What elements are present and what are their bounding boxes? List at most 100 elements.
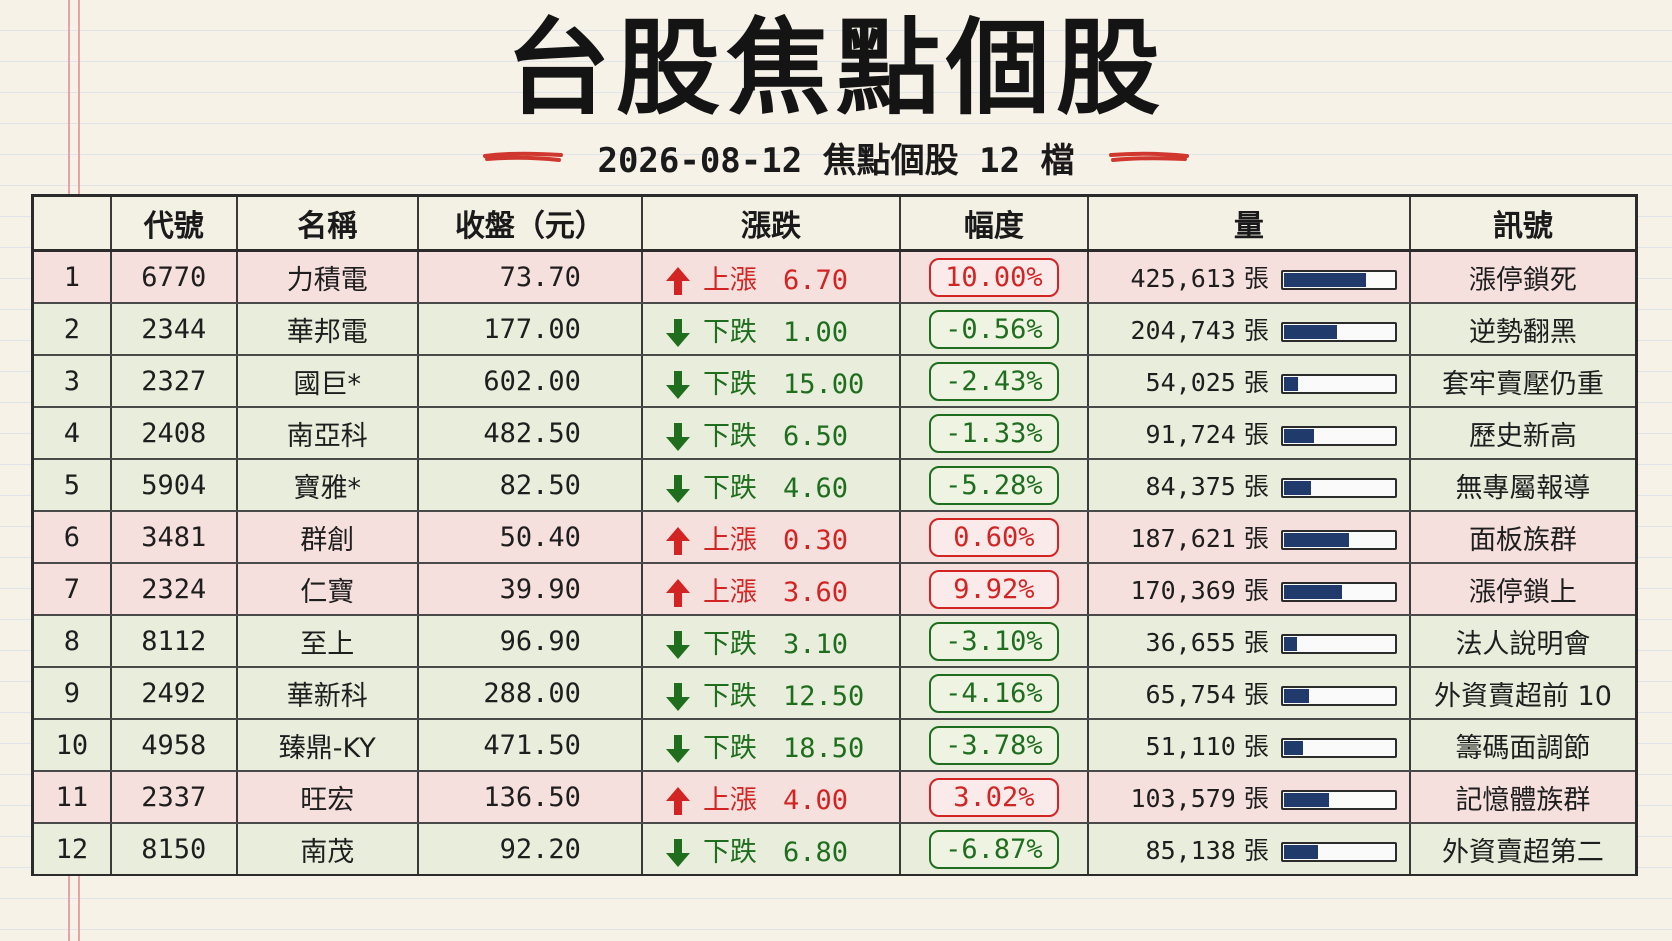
rank-cell: 8 [34,615,112,668]
volume-cell: 65,754 張 [1087,667,1411,720]
close-cell: 136.50 [417,771,643,824]
pct-cell: 10.00% [900,250,1089,304]
code-cell: 2344 [110,303,238,356]
volume-bar [1280,737,1397,758]
change-direction-label: 上漲 [702,784,757,816]
volume-bar [1280,581,1397,602]
header-code: 代號 [110,197,238,252]
volume-value: 187,621 [1130,524,1236,553]
signal-cell: 法人說明會 [1409,615,1635,668]
pct-cell: -3.10% [900,615,1089,668]
close-cell: 73.70 [417,250,643,304]
signal-cell: 漲停鎖上 [1409,563,1635,616]
volume-value: 85,138 [1145,836,1236,865]
volume-bar [1280,477,1397,498]
name-cell: 力積電 [236,250,419,304]
change-direction-label: 下跌 [702,472,757,504]
volume-bar [1280,841,1397,862]
rank-cell: 7 [34,563,112,616]
code-cell: 4958 [110,719,238,772]
signal-cell: 面板族群 [1409,511,1635,564]
pct-badge: -4.16% [928,673,1059,713]
volume-value: 91,724 [1145,420,1236,449]
close-cell: 82.50 [417,459,643,512]
table-row: 4 2408 南亞科 482.50 下跌 6.50 -1.33% 91,724 張 … [34,407,1635,460]
name-cell: 寶雅* [236,459,419,512]
table-row: 11 2337 旺宏 136.50 上漲 4.00 3.02% 103,579 張 … [34,771,1635,824]
pct-cell: -0.56% [900,303,1089,356]
change-value: 6.80 [782,836,848,868]
volume-value: 54,025 [1145,368,1236,397]
signal-cell: 套牢賣壓仍重 [1409,355,1635,408]
close-cell: 482.50 [417,407,643,460]
rank-cell: 5 [34,459,112,512]
arrow-down-icon [665,683,690,711]
pct-cell: 0.60% [900,511,1089,564]
volume-cell: 425,613 張 [1087,250,1411,304]
code-cell: 2337 [110,771,238,824]
table-row: 5 5904 寶雅* 82.50 下跌 4.60 -5.28% 84,375 張 無… [34,459,1635,512]
pct-badge: 9.92% [928,569,1059,609]
change-cell: 上漲 3.60 [641,563,902,616]
header-rank [34,197,112,252]
rank-cell: 2 [34,303,112,356]
pct-cell: -4.16% [900,667,1089,720]
volume-unit: 張 [1243,784,1269,813]
change-cell: 下跌 18.50 [641,719,902,772]
signal-cell: 記憶體族群 [1409,771,1635,824]
table-row: 6 3481 群創 50.40 上漲 0.30 0.60% 187,621 張 面板… [34,511,1635,564]
rank-cell: 9 [34,667,112,720]
rank-cell: 10 [34,719,112,772]
change-value: 1.00 [782,316,848,348]
volume-bar-fill [1283,636,1298,651]
pct-cell: 3.02% [900,771,1089,824]
name-cell: 仁寶 [236,563,419,616]
table-header-row: 代號 名稱 收盤（元） 漲跌 幅度 量 訊號 [34,197,1635,252]
rank-cell: 12 [34,823,112,874]
volume-value: 36,655 [1145,628,1236,657]
name-cell: 南亞科 [236,407,419,460]
change-cell: 下跌 12.50 [641,667,902,720]
signal-cell: 無專屬報導 [1409,459,1635,512]
table-row: 2 2344 華邦電 177.00 下跌 1.00 -0.56% 204,743 張… [34,303,1635,356]
volume-cell: 36,655 張 [1087,615,1411,668]
name-cell: 至上 [236,615,419,668]
code-cell: 2327 [110,355,238,408]
volume-unit: 張 [1243,524,1269,553]
change-value: 18.50 [782,732,865,764]
rank-cell: 3 [34,355,112,408]
volume-bar [1280,633,1397,654]
volume-bar-fill [1283,740,1303,755]
volume-bar-fill [1283,376,1299,391]
change-direction-label: 上漲 [702,264,757,296]
change-cell: 下跌 6.80 [641,823,902,874]
close-cell: 602.00 [417,355,643,408]
signal-cell: 籌碼面調節 [1409,719,1635,772]
change-cell: 下跌 15.00 [641,355,902,408]
change-cell: 上漲 4.00 [641,771,902,824]
close-cell: 96.90 [417,615,643,668]
change-cell: 上漲 0.30 [641,511,902,564]
volume-cell: 103,579 張 [1087,771,1411,824]
header-signal: 訊號 [1409,197,1635,252]
code-cell: 8150 [110,823,238,874]
close-cell: 50.40 [417,511,643,564]
arrow-down-icon [665,423,690,451]
pct-cell: 9.92% [900,563,1089,616]
change-direction-label: 下跌 [702,368,757,400]
volume-bar [1280,321,1397,342]
volume-bar-fill [1283,324,1337,339]
arrow-down-icon [665,371,690,399]
pct-cell: -5.28% [900,459,1089,512]
volume-value: 65,754 [1145,680,1236,709]
change-value: 4.00 [782,784,848,816]
table-row: 9 2492 華新科 288.00 下跌 12.50 -4.16% 65,754 張… [34,667,1635,720]
pct-badge: -2.43% [928,361,1059,401]
volume-bar [1280,685,1397,706]
code-cell: 2324 [110,563,238,616]
subtitle: 2026-08-12 焦點個股 12 檔 [597,140,1075,181]
volume-unit: 張 [1243,420,1269,449]
volume-bar [1280,269,1397,290]
volume-bar [1280,529,1397,550]
close-cell: 39.90 [417,563,643,616]
